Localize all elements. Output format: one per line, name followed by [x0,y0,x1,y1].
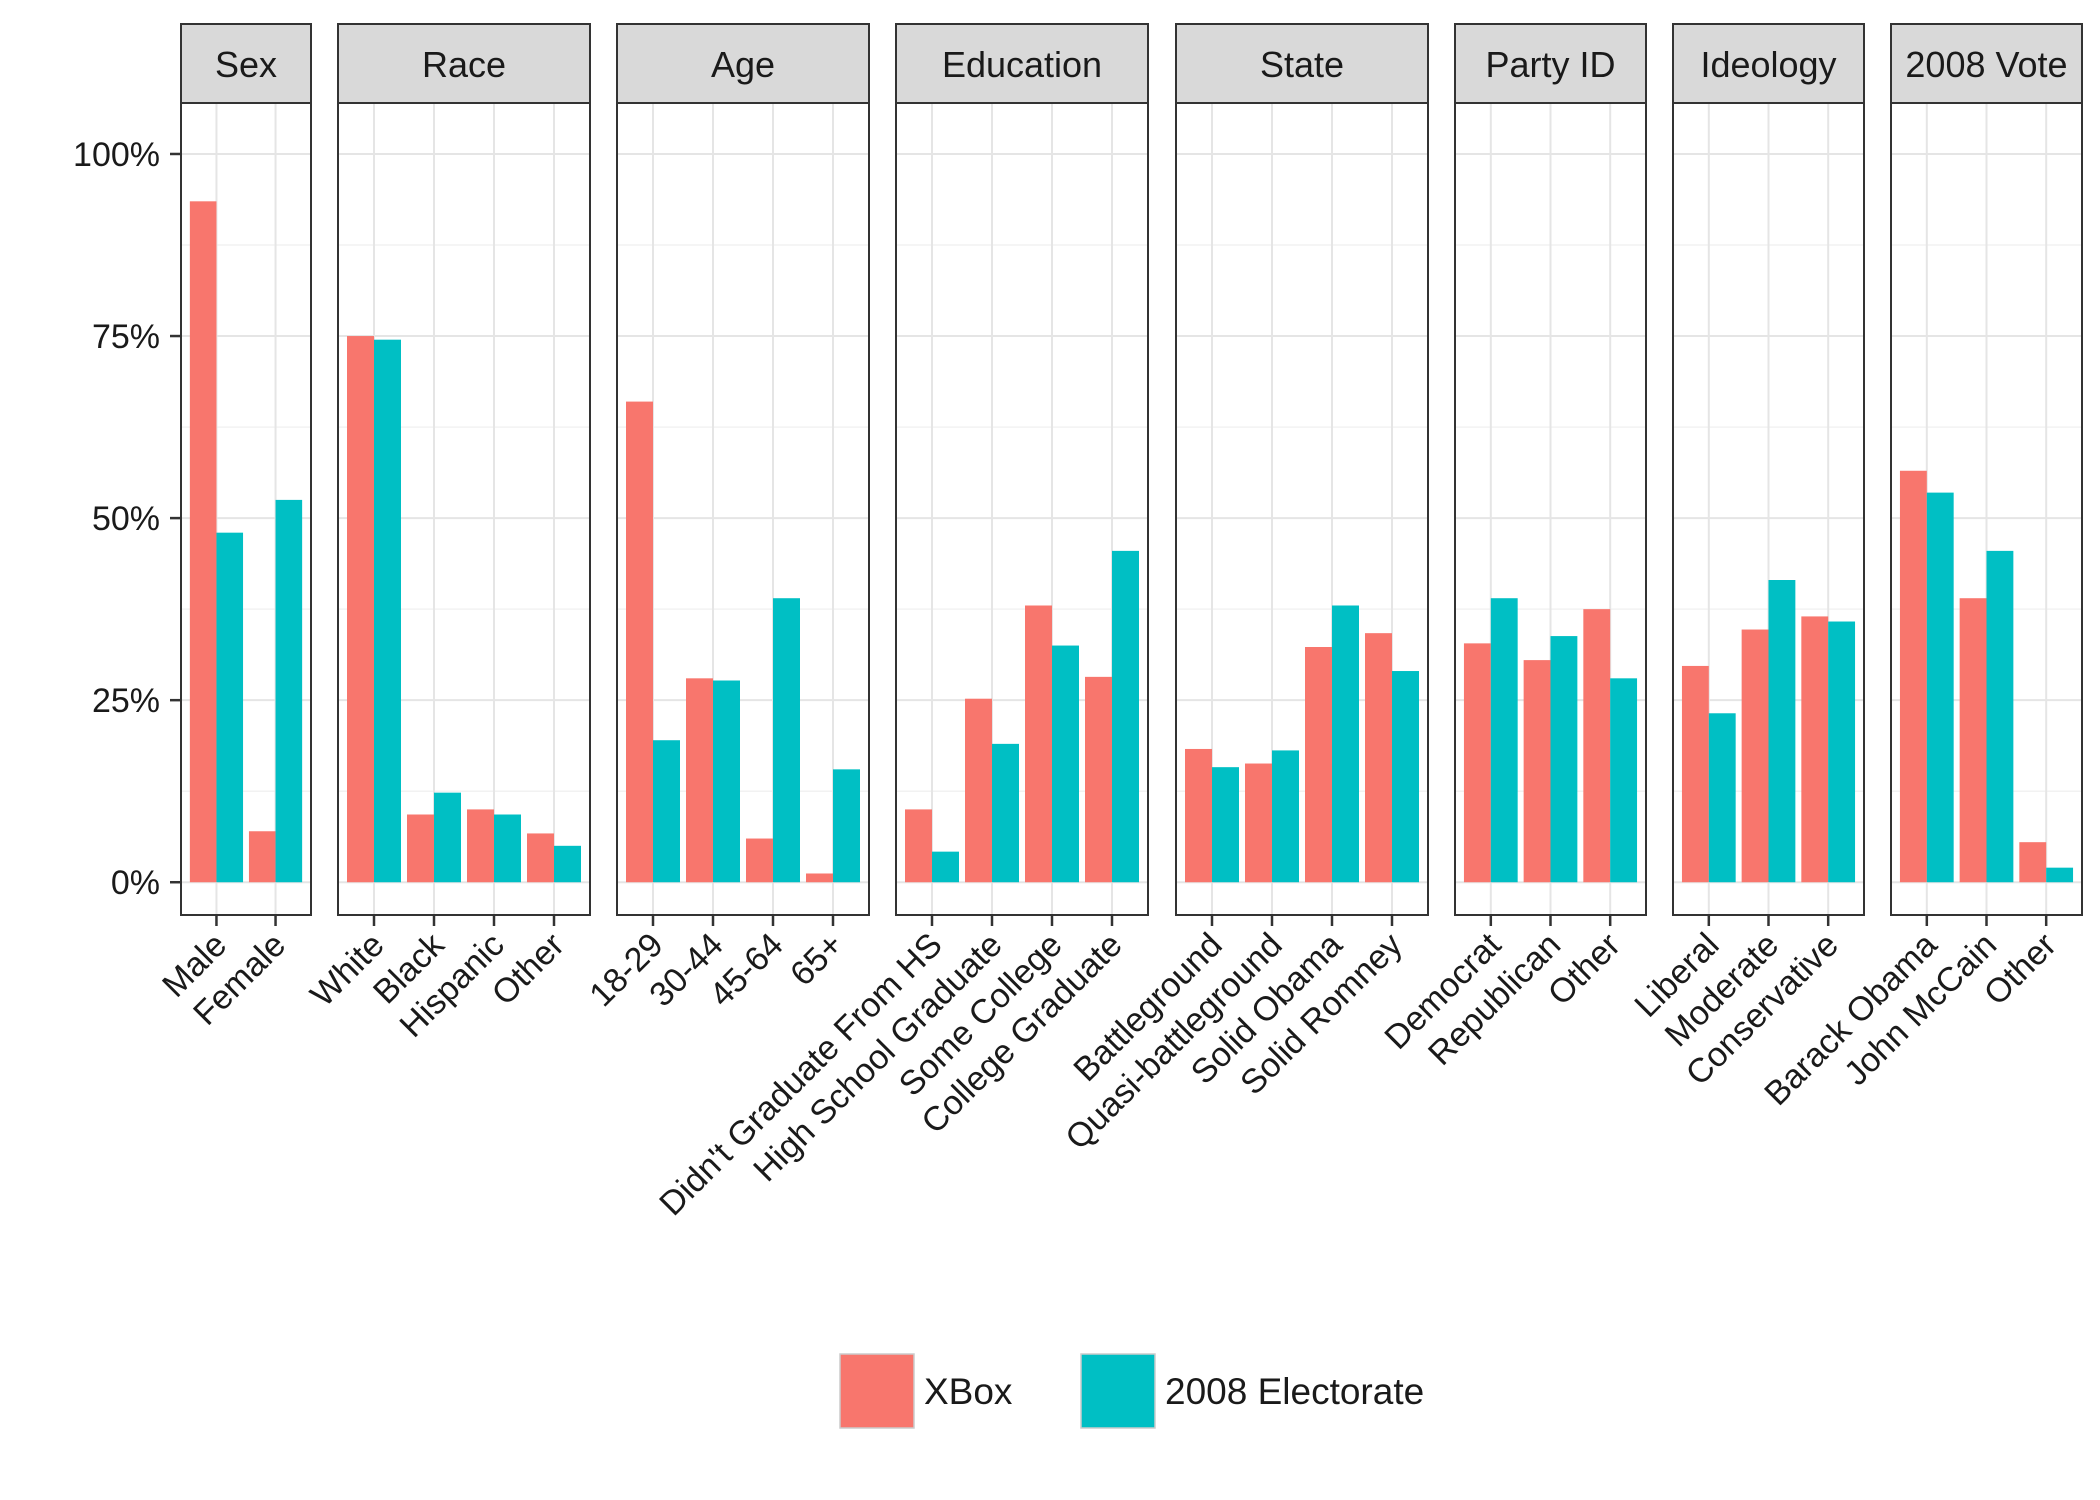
bar [1185,748,1212,883]
bar [1899,470,1927,883]
bar [347,336,374,883]
y-tick-label: 50% [92,500,160,538]
bar [1681,665,1709,883]
bar [1523,660,1551,883]
bar [1305,647,1332,883]
bar [1801,616,1829,883]
bar [1365,633,1392,883]
bar [1610,678,1638,883]
panel-border [1175,102,1429,916]
panel-border [180,102,312,916]
legend-item: 2008 Electorate [1080,1353,1424,1429]
facet-title: State [1260,44,1344,85]
y-tick-label: 100% [73,136,160,174]
bar [1986,550,2014,883]
bar [746,838,773,883]
panel-border [337,102,591,916]
bar [1112,550,1139,883]
bar [2046,867,2074,883]
facet-panels: SexMaleFemaleRaceWhiteBlackHispanicOther… [155,23,2083,1223]
bar [1245,763,1272,883]
bar [773,598,800,883]
bar [216,532,244,883]
bar [1085,676,1112,883]
facet-strip [616,23,870,104]
legend-swatch [839,1353,915,1429]
bar [407,814,434,883]
bar [1708,713,1736,883]
bar [494,814,521,883]
bar [932,851,959,883]
legend-label: 2008 Electorate [1165,1371,1424,1412]
bar [1272,750,1299,883]
facet-strip [1454,23,1647,104]
bar [1550,636,1578,883]
facet-title: Sex [215,44,277,85]
bar [1926,492,1954,883]
legend: XBox 2008 Electorate [839,1353,1424,1429]
bar [374,339,401,883]
x-tick-label: White [303,926,391,1014]
x-tick-label: 65+ [783,926,851,994]
bar [833,769,860,883]
legend-item: XBox [839,1353,1013,1429]
bar [713,680,740,883]
facet-title: Ideology [1700,44,1836,85]
bar [2019,842,2047,883]
bar [1332,605,1359,883]
y-tick-label: 0% [111,864,160,902]
legend-swatch [1080,1353,1156,1429]
facet-title: 2008 Vote [1905,44,2067,85]
facet-title: Race [422,44,506,85]
y-axis: 0% 25% 50% 75% 100% [73,136,181,902]
bar [434,792,461,883]
facet-title: Education [942,44,1102,85]
bar [554,845,581,883]
facet-strip [895,23,1149,104]
legend-label: XBox [924,1371,1013,1412]
facet-title: Age [711,44,775,85]
bar [965,698,992,883]
bar [1052,645,1079,883]
bar [467,809,494,883]
bar [1741,629,1769,883]
bar [905,809,932,883]
bar [1463,643,1491,883]
bar [1828,621,1856,883]
bar [686,678,713,883]
bar [189,201,217,883]
bar [527,833,554,883]
bar [248,831,276,883]
facet-strip [180,23,312,104]
bar [275,499,303,883]
bar [992,743,1019,883]
bar [653,740,680,883]
bar [1959,598,1987,883]
bar [626,401,653,883]
facet-strip [1672,23,1865,104]
bar [1768,580,1796,883]
bar [1025,605,1052,883]
facet-panel: StateBattlegroundQuasi-battlegroundSolid… [1058,23,1429,1157]
bar [806,873,833,883]
facet-strip [1175,23,1429,104]
bar [1392,671,1419,883]
y-tick-label: 25% [92,682,160,720]
bar [1583,609,1611,883]
y-tick-label: 75% [92,318,160,356]
facet-title: Party ID [1485,44,1615,85]
panel-border [616,102,870,916]
panel-border [895,102,1149,916]
bar [1212,767,1239,883]
bar [1490,598,1518,883]
